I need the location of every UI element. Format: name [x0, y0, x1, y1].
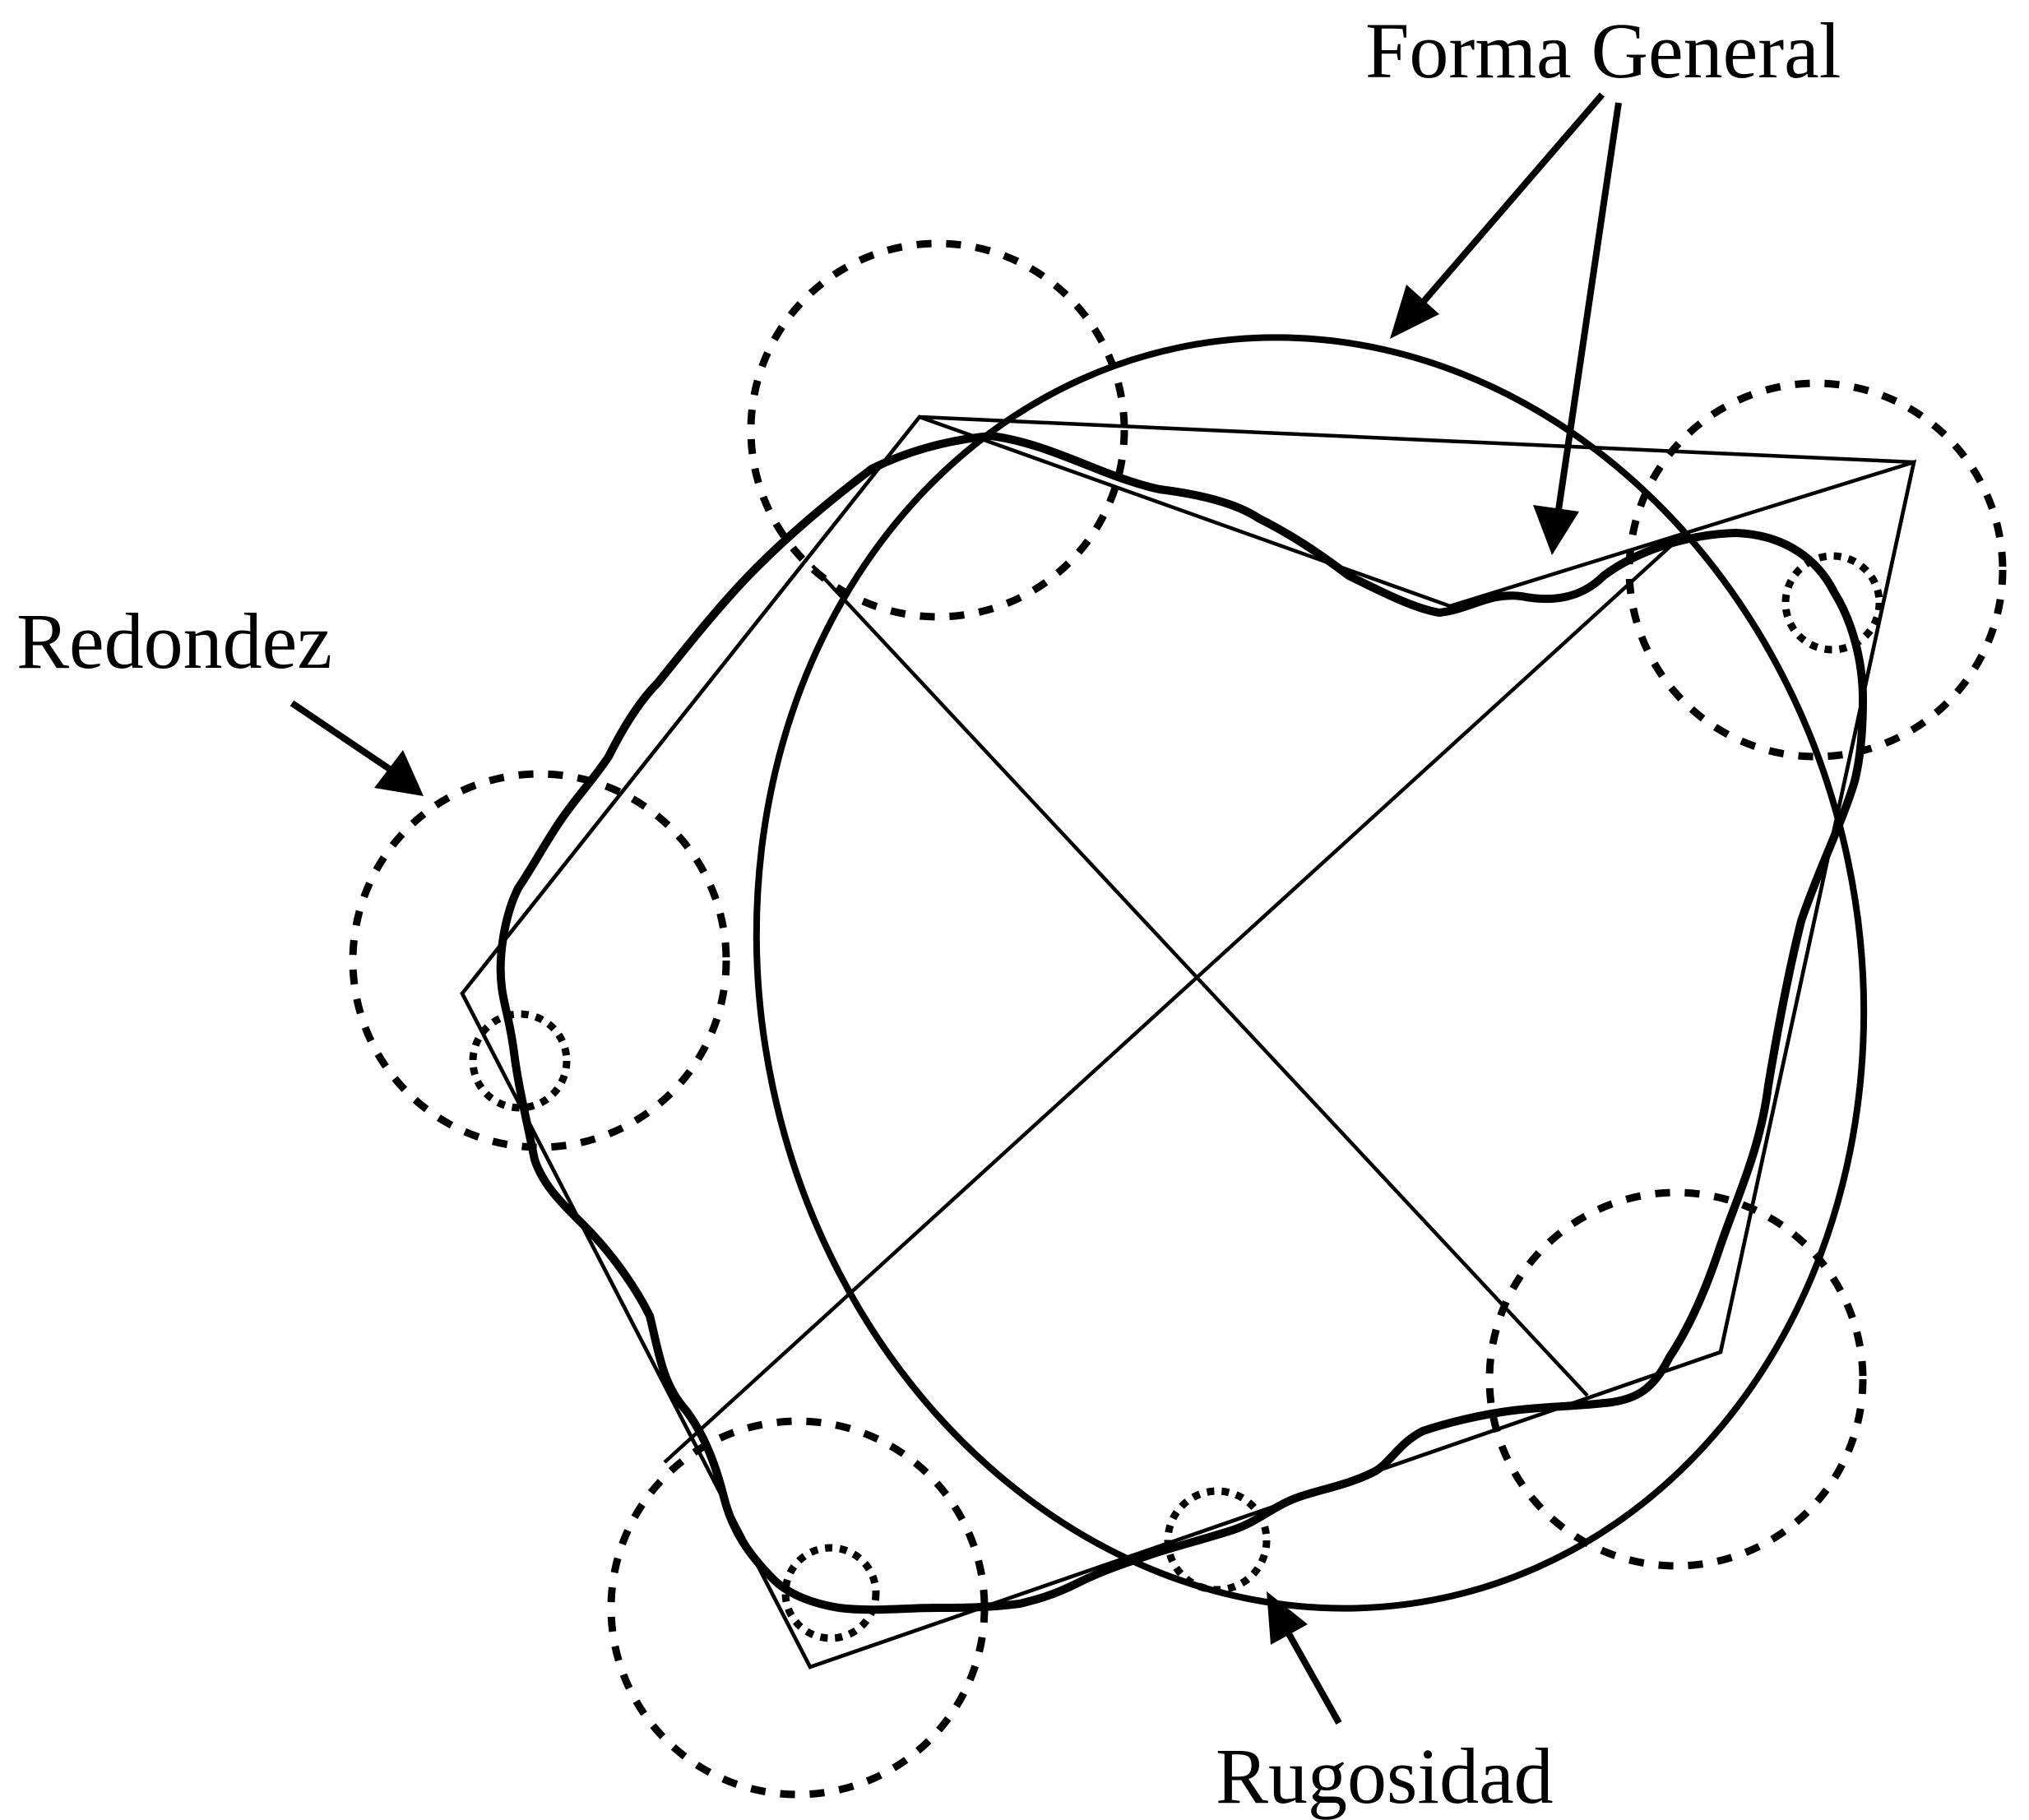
particle-outline [496, 432, 1867, 1614]
general-shape-arrow-right [1555, 102, 1622, 511]
roughness-arrow [1284, 1629, 1342, 1725]
general-shape-arrowhead-right [1533, 505, 1579, 555]
diagonal-line-a [811, 564, 1589, 1397]
roughness-circle-right [1781, 552, 1883, 654]
roundness-circle-right [1625, 379, 2007, 761]
general-shape-circle [753, 334, 1868, 1612]
roundness-circle-top [747, 239, 1128, 621]
roughness-circle-left [469, 1010, 571, 1112]
roughness-circle-bottom [1164, 1487, 1271, 1594]
bounding-quadrilateral-outline [460, 414, 1917, 1669]
roundness-circle-left [349, 770, 730, 1151]
roughness-label: Rugosidad [1216, 1732, 1554, 1820]
roundness-circle-bottom-left [607, 1417, 989, 1799]
roughness-arrowhead [1267, 1591, 1308, 1645]
roughness-circle-bottom-left [781, 1544, 880, 1642]
bounding-quadrilateral [460, 414, 1916, 1669]
general-shape-arrow-left [1418, 92, 1605, 307]
roundness-arrowhead [374, 750, 424, 796]
roundness-circle-bottom-right [1485, 1188, 1867, 1570]
general-shape-arrowhead-left [1390, 285, 1439, 339]
roundness-label: Redondez [16, 597, 332, 685]
diagonal-line-b [663, 538, 1679, 1464]
roundness-arrow [290, 700, 396, 775]
general-shape-label: Forma General [1365, 7, 1841, 95]
